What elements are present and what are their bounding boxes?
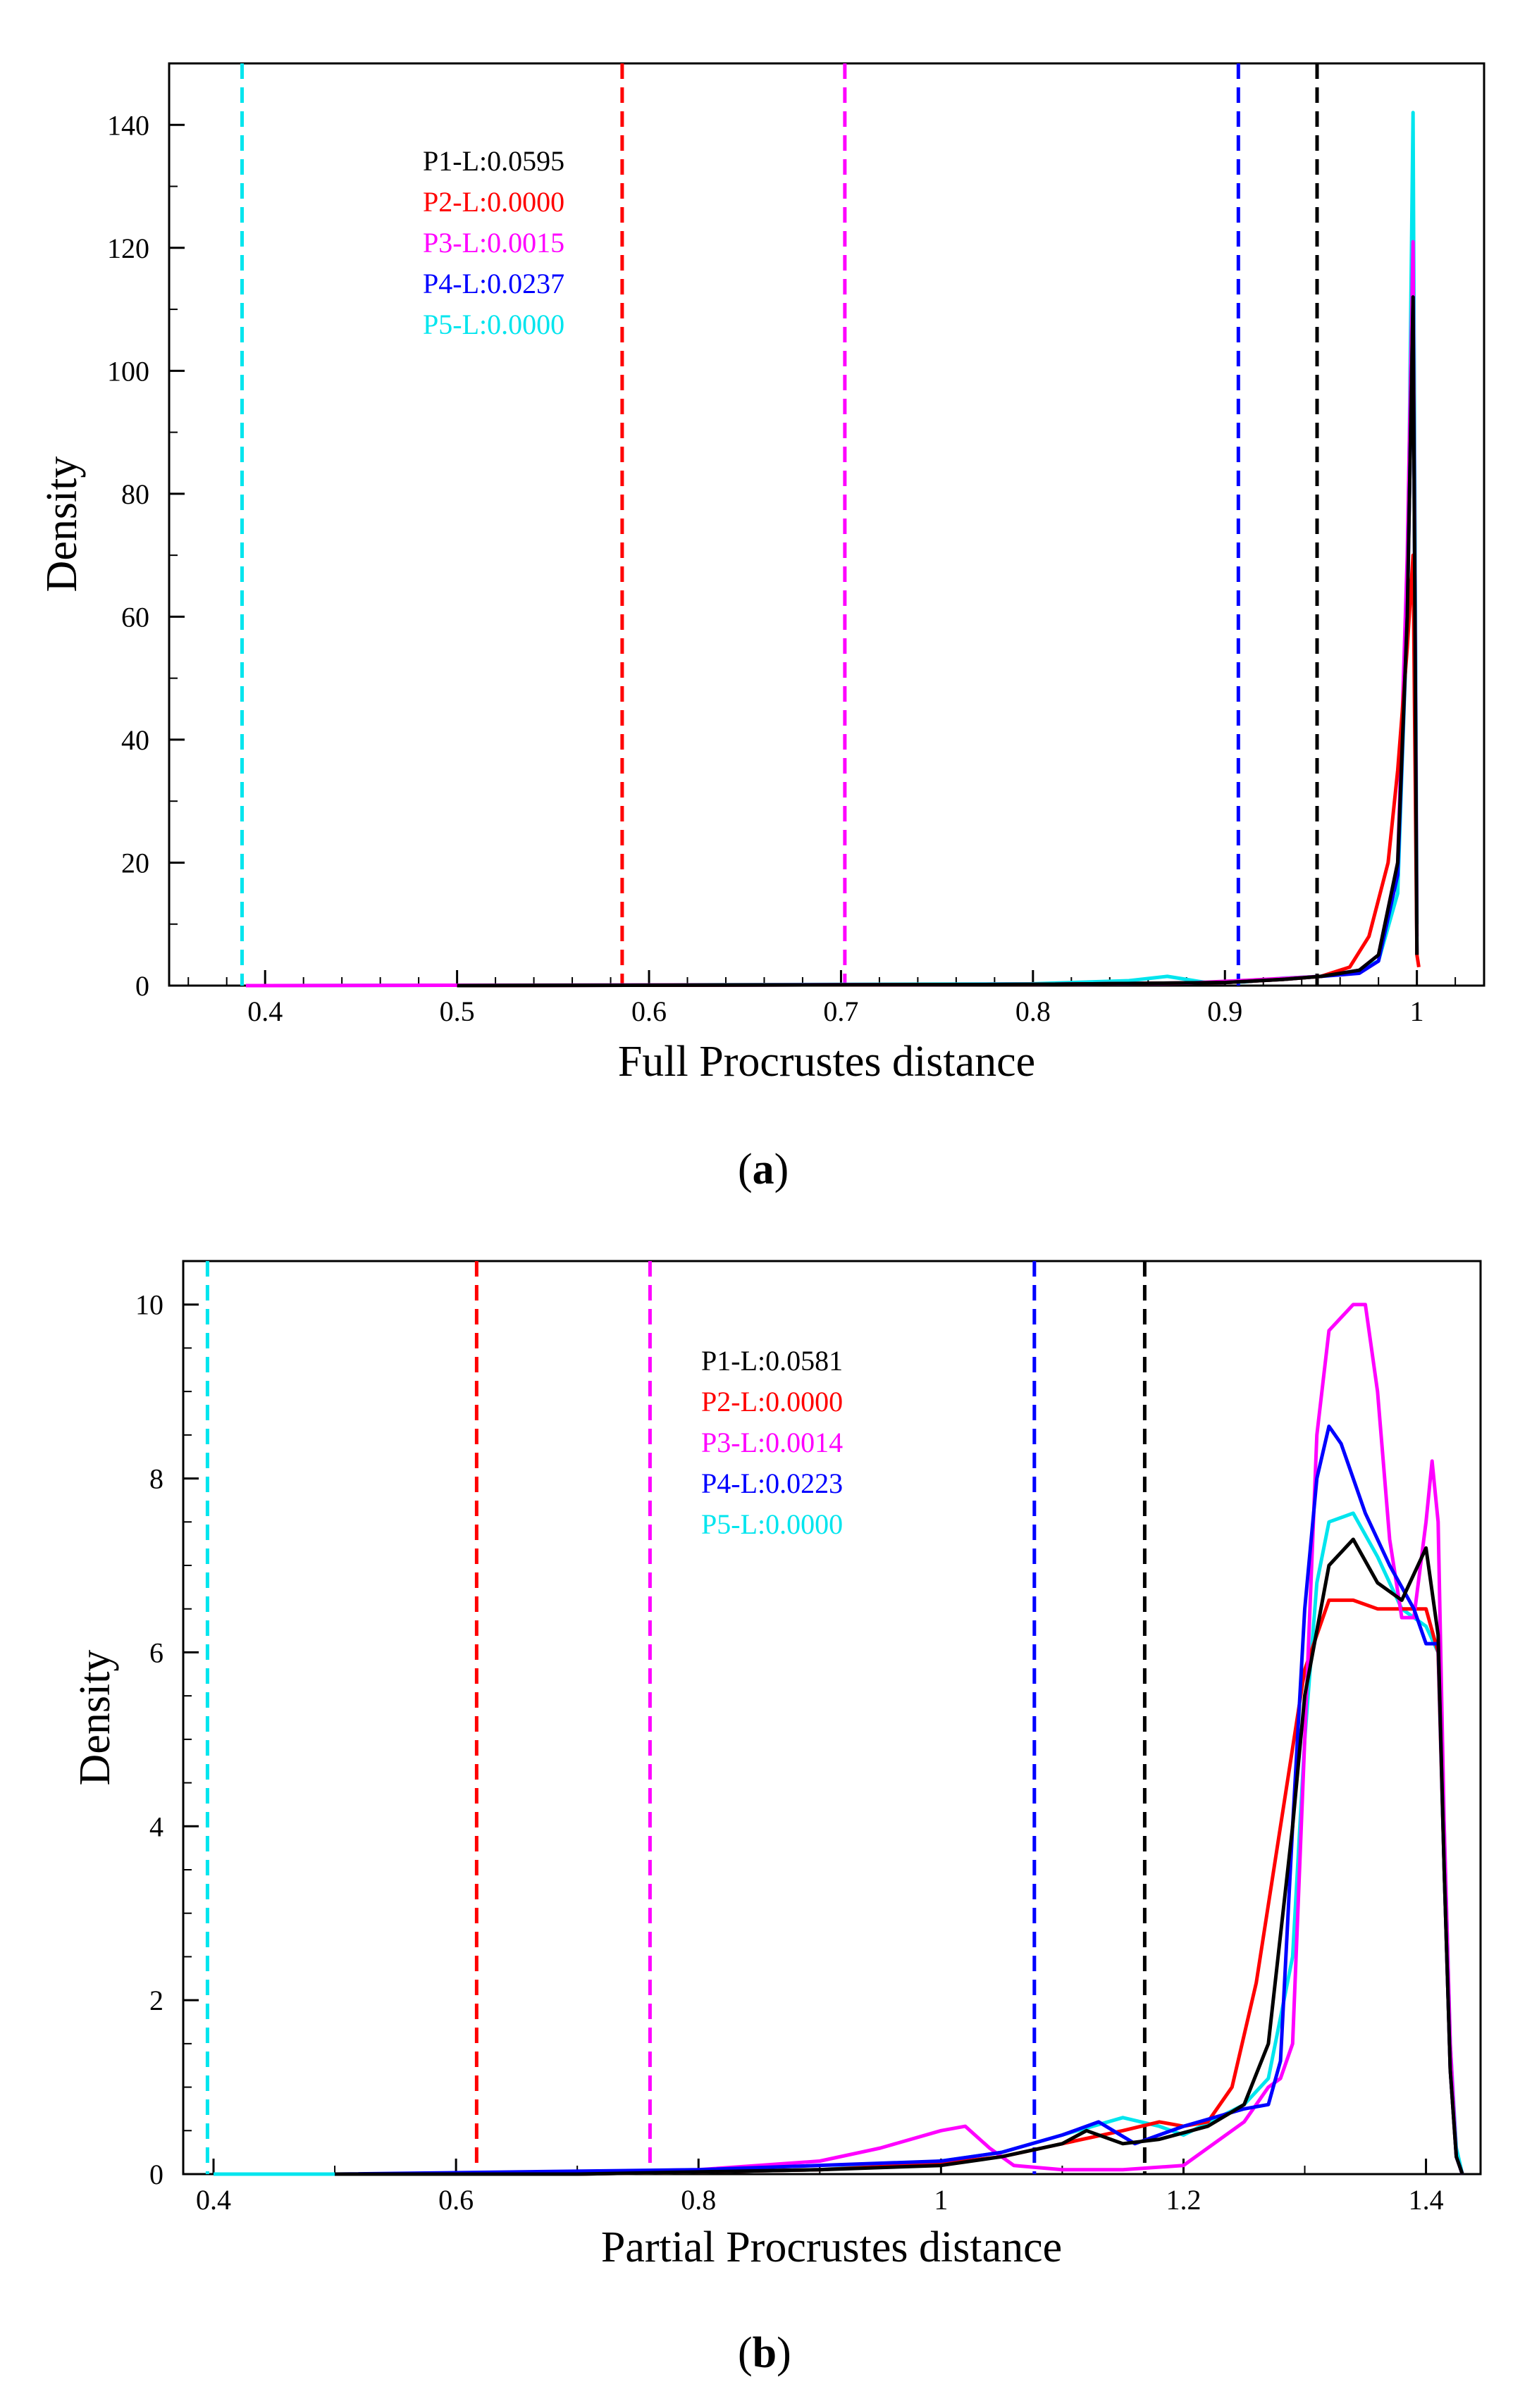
x-tick-label: 0.4 xyxy=(196,2184,231,2216)
x-tick-label: 0.6 xyxy=(438,2184,474,2216)
x-tick-label: 0.5 xyxy=(440,995,475,1027)
y-tick-label: 140 xyxy=(107,109,149,141)
x-tick-label: 1.2 xyxy=(1166,2184,1201,2216)
series-line-p3 xyxy=(456,1303,1464,2176)
y-axis-label-a: Density xyxy=(38,457,86,592)
x-tick-label: 0.8 xyxy=(681,2184,716,2216)
x-tick-label: 0.4 xyxy=(247,995,283,1027)
chart-a: 0.4 0.5 0.6 0.7 0.8 0.9 1 0 20 40 60 80 100 120 140 P1… xyxy=(38,62,1485,1086)
y-tick-label: 40 xyxy=(121,724,149,756)
series-line-p1 xyxy=(457,295,1419,988)
legend-entry: P3-L:0.0015 xyxy=(423,227,564,259)
legend-a: P1-L:0.0595 P2-L:0.0000 P3-L:0.0015 P4-L… xyxy=(423,145,564,340)
x-tick-label: 0.9 xyxy=(1207,995,1242,1027)
chart-b: 0.4 0.6 0.8 1 1.2 1.4 0 2 4 6 8 10 P1-L:0.0581 P2-L… xyxy=(71,1260,1482,2271)
series-line-p4 xyxy=(335,1425,1464,2176)
series-line-p3 xyxy=(245,240,1419,988)
legend-entry: P5-L:0.0000 xyxy=(423,309,564,340)
x-tick-label: 1 xyxy=(934,2184,948,2216)
panel-label-b: (b) xyxy=(738,2329,791,2377)
panel-letter-b: b xyxy=(752,2329,777,2377)
y-tick-label: 80 xyxy=(121,478,149,510)
legend-entry: P1-L:0.0595 xyxy=(423,145,564,177)
y-tick-label: 2 xyxy=(149,1985,163,2016)
y-tick-label: 120 xyxy=(107,232,149,264)
vlines-a xyxy=(240,63,1319,986)
y-tick-label: 60 xyxy=(121,601,149,633)
legend-entry: P1-L:0.0581 xyxy=(701,1345,843,1377)
y-tick-label: 6 xyxy=(149,1637,163,1668)
legend-entry: P3-L:0.0014 xyxy=(701,1427,843,1458)
series-line-p2 xyxy=(335,1598,1464,2176)
ticks-a: 0.4 0.5 0.6 0.7 0.8 0.9 1 0 20 40 60 80 100 120 140 xyxy=(107,63,1457,1027)
x-tick-label: 0.8 xyxy=(1015,995,1051,1027)
y-tick-label: 0 xyxy=(135,970,149,1002)
y-axis-label-b: Density xyxy=(71,1650,119,1786)
y-tick-label: 8 xyxy=(149,1463,163,1495)
x-tick-label: 0.7 xyxy=(823,995,858,1027)
x-tick-label: 1.4 xyxy=(1409,2184,1444,2216)
y-tick-label: 100 xyxy=(107,355,149,387)
x-tick-label: 0.6 xyxy=(631,995,667,1027)
series-line-p1 xyxy=(335,1537,1464,2176)
y-tick-label: 20 xyxy=(121,847,149,879)
series-line-p5 xyxy=(245,111,1419,988)
legend-entry: P2-L:0.0000 xyxy=(423,186,564,218)
panel-label-a: (a) xyxy=(738,1146,789,1193)
x-tick-label: 1 xyxy=(1410,995,1424,1027)
vlines-b xyxy=(205,1261,1147,2174)
legend-b: P1-L:0.0581 P2-L:0.0000 P3-L:0.0014 P4-L… xyxy=(701,1345,843,1540)
series-line-p4 xyxy=(457,295,1419,988)
plot-area-b xyxy=(182,1260,1482,2176)
legend-entry: P5-L:0.0000 xyxy=(701,1508,843,1540)
ticks-b: 0.4 0.6 0.8 1 1.2 1.4 0 2 4 6 8 10 xyxy=(135,1260,1444,2216)
legend-entry: P2-L:0.0000 xyxy=(701,1386,843,1417)
series-b xyxy=(214,1303,1464,2176)
panel-letter-a: a xyxy=(752,1146,774,1193)
legend-entry: P4-L:0.0223 xyxy=(701,1467,843,1499)
y-tick-label: 4 xyxy=(149,1811,163,1842)
x-axis-label-b: Partial Procrustes distance xyxy=(601,2223,1062,2271)
series-line-p2 xyxy=(457,553,1421,988)
y-tick-label: 0 xyxy=(149,2159,163,2190)
series-a xyxy=(245,111,1421,988)
y-tick-label: 10 xyxy=(135,1289,163,1321)
plot-area-a xyxy=(168,62,1485,987)
x-axis-label-a: Full Procrustes distance xyxy=(618,1038,1035,1086)
legend-entry: P4-L:0.0237 xyxy=(423,268,564,299)
